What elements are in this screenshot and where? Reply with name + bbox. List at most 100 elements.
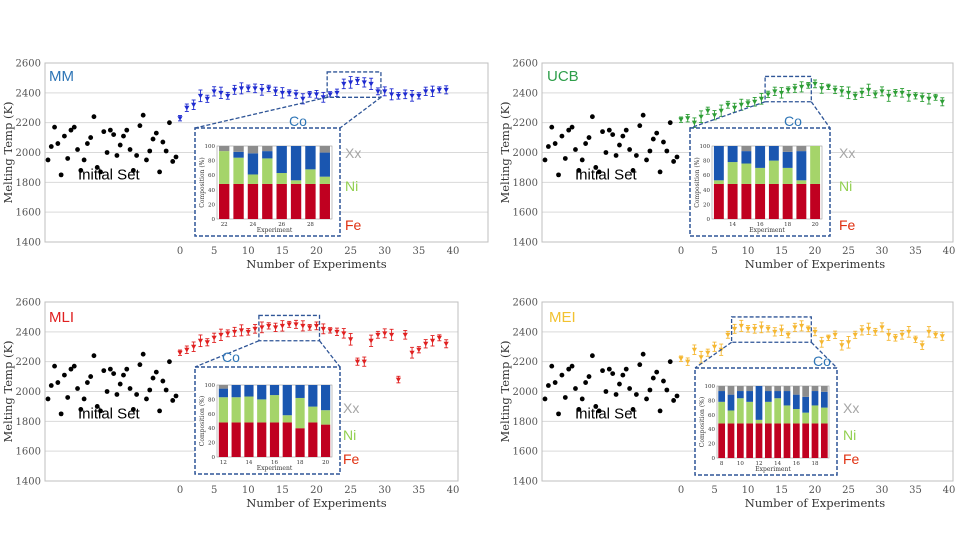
experiment-point xyxy=(429,338,436,344)
inset-bar-co xyxy=(244,385,254,397)
zoom-box xyxy=(730,316,812,343)
inset-x-tick: 18 xyxy=(784,222,791,228)
inset-y-tick: 80 xyxy=(703,159,710,165)
inset-x-tick: 26 xyxy=(278,222,285,228)
inset-bar-co xyxy=(305,146,316,170)
experiment-point xyxy=(705,350,711,356)
initial-set-point xyxy=(650,136,656,142)
experiment-point xyxy=(839,89,845,94)
inset-bar-co xyxy=(755,386,763,420)
y-tick-label: 1600 xyxy=(16,447,41,458)
inset-bar-co xyxy=(319,152,330,177)
initial-set-point xyxy=(576,407,582,412)
inset-bar-fe xyxy=(308,422,318,457)
experiment-point xyxy=(204,96,210,102)
experiment-point xyxy=(218,332,224,338)
x-tick-label: 35 xyxy=(909,246,922,257)
inset-bar-ni xyxy=(768,160,779,184)
experiment-point xyxy=(382,331,388,336)
inset-bar-ni xyxy=(276,173,287,184)
initial-set-point xyxy=(58,411,64,417)
inset-x-tick: 18 xyxy=(297,460,304,466)
experiment-point xyxy=(293,322,299,327)
experiment-point xyxy=(395,93,401,99)
element-label-ni: Ni xyxy=(343,427,356,443)
initial-set-point xyxy=(104,150,110,155)
inset-bar-fe xyxy=(233,183,244,219)
experiment-point xyxy=(725,102,731,108)
inset-x-tick: 12 xyxy=(756,461,763,467)
inset-bar-co xyxy=(727,146,738,163)
inset-stacked-bar-chart: 0 20 40 60 80 100 8 10 12 14 16 18 Experiment Composi… xyxy=(699,384,830,473)
experiment-point xyxy=(886,332,892,338)
experiment-point xyxy=(852,332,858,338)
inset-x-label: Experiment xyxy=(755,466,791,473)
inset-bar-fe xyxy=(727,183,738,219)
inset-bar-xx xyxy=(718,386,726,392)
initial-set-point xyxy=(556,411,561,417)
inset-bar-fe xyxy=(774,423,782,458)
inset-bar-xx xyxy=(319,146,330,153)
y-tick-label: 2400 xyxy=(16,327,41,338)
initial-set-point xyxy=(556,172,561,178)
inset-bar-co xyxy=(295,385,305,398)
experiment-point xyxy=(218,90,224,96)
experiment-point xyxy=(819,340,825,345)
initial-set-point xyxy=(107,127,113,133)
initial-set-point xyxy=(610,132,616,138)
initial-set-point xyxy=(163,387,169,393)
inset-y-tick: 0 xyxy=(712,456,716,462)
experiment-point xyxy=(711,113,718,118)
method-title: MM xyxy=(49,68,74,85)
x-tick-label: 15 xyxy=(276,485,289,496)
experiment-point xyxy=(252,86,258,91)
inset-bar-ni xyxy=(231,397,241,423)
initial-set-point xyxy=(65,395,71,400)
initial-set-point xyxy=(603,389,609,394)
experiment-point xyxy=(745,101,751,106)
y-tick-label: 2200 xyxy=(513,118,538,129)
experiment-point xyxy=(266,86,272,91)
initial-set-point xyxy=(657,169,663,175)
y-tick-label: 1600 xyxy=(16,208,41,219)
experiment-point xyxy=(416,93,422,99)
initial-set-point xyxy=(579,157,585,163)
experiment-point xyxy=(859,90,865,96)
x-tick-label: 20 xyxy=(310,485,323,496)
initial-set-point xyxy=(620,133,626,139)
experiment-point xyxy=(259,87,265,93)
inset-bar-fe xyxy=(231,422,241,457)
inset-bar-fe xyxy=(783,423,791,458)
initial-set-point xyxy=(583,380,589,385)
experiment-point xyxy=(184,105,190,111)
experiment-point xyxy=(423,341,429,347)
inset-bar-fe xyxy=(321,424,331,457)
initial-set-point xyxy=(81,157,87,163)
inset-bar-co xyxy=(321,385,331,411)
experiment-point xyxy=(732,326,738,332)
initial-set-point xyxy=(167,120,172,126)
initial-set-point xyxy=(163,148,169,154)
y-tick-label: 1800 xyxy=(513,178,538,189)
element-label-xx: Xx xyxy=(843,400,859,416)
initial-set-point xyxy=(647,387,653,393)
inset-y-label: Composition (%) xyxy=(199,157,206,207)
experiment-point xyxy=(354,359,361,365)
x-tick-label: 10 xyxy=(742,246,755,257)
x-tick-label: 40 xyxy=(943,485,956,496)
y-tick-label: 1800 xyxy=(16,178,41,189)
x-tick-label: 20 xyxy=(809,485,822,496)
experiment-point xyxy=(765,92,771,97)
initial-set-point xyxy=(140,112,146,118)
inset-bar-co xyxy=(247,153,259,175)
experiment-point xyxy=(685,359,691,365)
inset-y-tick: 80 xyxy=(708,398,715,404)
method-title: MLI xyxy=(49,309,74,326)
inset-y-tick: 80 xyxy=(208,159,215,165)
method-title: UCB xyxy=(547,68,579,85)
y-axis-label: Melting Temp (K) xyxy=(498,340,512,442)
inset-bar-co xyxy=(774,391,782,399)
initial-set-point xyxy=(127,386,133,391)
experiment-point xyxy=(191,344,197,350)
inset-bar-xx xyxy=(774,386,782,392)
